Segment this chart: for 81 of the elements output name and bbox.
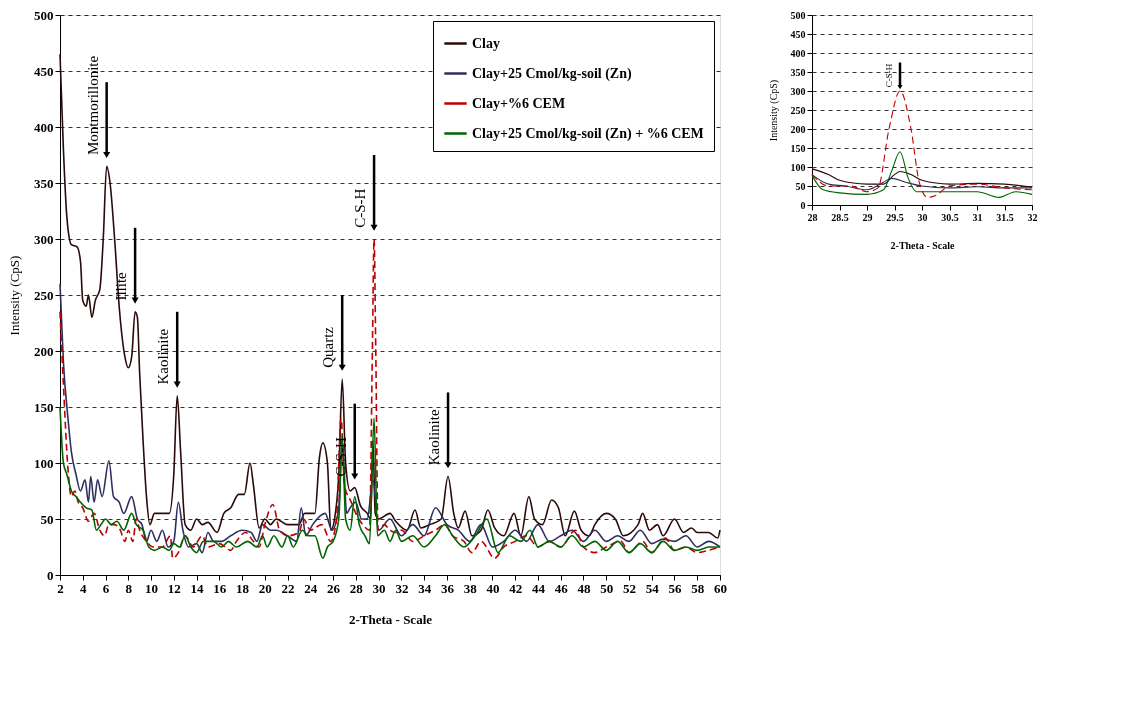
x-tick-label: 32: [1027, 211, 1038, 223]
x-tick-label: 18: [236, 580, 250, 596]
x-axis-title: 2-Theta - Scale: [348, 611, 433, 627]
y-tick-label: 0: [800, 199, 806, 211]
y-tick-label: 500: [34, 7, 54, 23]
annotation: C-S-H: [352, 188, 369, 228]
x-tick-label: 24: [304, 580, 318, 596]
x-tick-label: 6: [102, 580, 110, 596]
x-tick-label: 14: [190, 580, 205, 596]
x-tick-label: 4: [80, 580, 88, 596]
y-tick-label: 0: [47, 567, 54, 583]
x-tick-label: 40: [486, 580, 500, 596]
y-tick-label: 150: [790, 142, 806, 154]
annotation: Kaolinite: [426, 409, 443, 466]
y-tick-label: 400: [790, 47, 806, 59]
x-tick-label: 34: [418, 580, 432, 596]
annotation: Montmorillonite: [84, 55, 101, 155]
x-tick-label: 60: [714, 580, 727, 596]
x-tick-label: 46: [554, 580, 569, 596]
y-tick-label: 500: [790, 9, 806, 21]
y-tick-label: 100: [790, 161, 806, 173]
x-tick-label: 22: [281, 580, 295, 596]
x-tick-label: 56: [668, 580, 682, 596]
annotation: Illite: [113, 271, 130, 301]
legend-label: Clay+25 Cmol/kg-soil (Zn): [472, 65, 632, 82]
legend-label: Clay+%6 CEM: [472, 95, 566, 111]
x-tick-label: 2: [57, 580, 64, 596]
x-tick-label: 50: [600, 580, 614, 596]
annotation: Kaolinite: [155, 328, 172, 385]
y-tick-label: 400: [34, 119, 54, 135]
y-tick-label: 150: [34, 399, 54, 415]
x-tick-label: 32: [395, 580, 409, 596]
x-tick-label: 12: [167, 580, 181, 596]
y-tick-label: 250: [790, 104, 806, 116]
line-series: [811, 168, 1033, 188]
y-tick-label: 450: [34, 63, 54, 79]
x-tick-label: 36: [440, 580, 455, 596]
x-tick-label: 10: [145, 580, 159, 596]
x-tick-label: 29.5: [886, 211, 904, 223]
line-series: [59, 406, 721, 559]
y-tick-label: 250: [34, 287, 54, 303]
x-tick-label: 30: [917, 211, 928, 223]
annotation: C-S-H: [332, 437, 349, 477]
x-tick-label: 16: [213, 580, 227, 596]
x-tick-label: 38: [463, 580, 478, 596]
x-tick-label: 28: [349, 580, 364, 596]
x-tick-label: 58: [691, 580, 705, 596]
y-tick-label: 350: [790, 66, 806, 78]
legend-label: Clay: [472, 35, 500, 51]
x-tick-label: 52: [622, 580, 636, 596]
x-tick-label: 8: [125, 580, 133, 596]
y-tick-label: 300: [790, 85, 806, 97]
y-axis-title: Intensity (CpS): [767, 79, 780, 142]
annotation: C-S-H: [884, 63, 894, 88]
x-axis-title: 2-Theta - Scale: [890, 239, 955, 251]
x-tick-label: 48: [577, 580, 591, 596]
x-tick-label: 29: [862, 211, 873, 223]
y-tick-label: 300: [34, 231, 54, 247]
y-tick-label: 200: [34, 343, 54, 359]
x-tick-label: 28: [807, 211, 818, 223]
y-tick-label: 100: [34, 455, 54, 471]
x-tick-label: 42: [509, 580, 523, 596]
y-axis-title: Intensity (CpS): [7, 255, 22, 336]
x-tick-label: 31: [972, 211, 983, 223]
y-tick-label: 350: [34, 175, 54, 191]
legend-label: Clay+25 Cmol/kg-soil (Zn) + %6 CEM: [472, 125, 704, 142]
annotation: Quartz: [320, 326, 337, 368]
x-tick-label: 30.5: [941, 211, 959, 223]
x-tick-label: 31.5: [996, 211, 1014, 223]
x-tick-label: 44: [531, 580, 546, 596]
x-tick-label: 54: [645, 580, 660, 596]
y-tick-label: 450: [790, 28, 806, 40]
y-tick-label: 50: [40, 511, 54, 527]
x-tick-label: 30: [372, 580, 386, 596]
x-tick-label: 28.5: [831, 211, 849, 223]
x-tick-label: 26: [327, 580, 341, 596]
y-tick-label: 50: [795, 180, 806, 192]
x-tick-label: 20: [258, 580, 272, 596]
line-series: [811, 151, 1033, 198]
y-tick-label: 200: [790, 123, 806, 135]
line-series: [59, 53, 721, 539]
